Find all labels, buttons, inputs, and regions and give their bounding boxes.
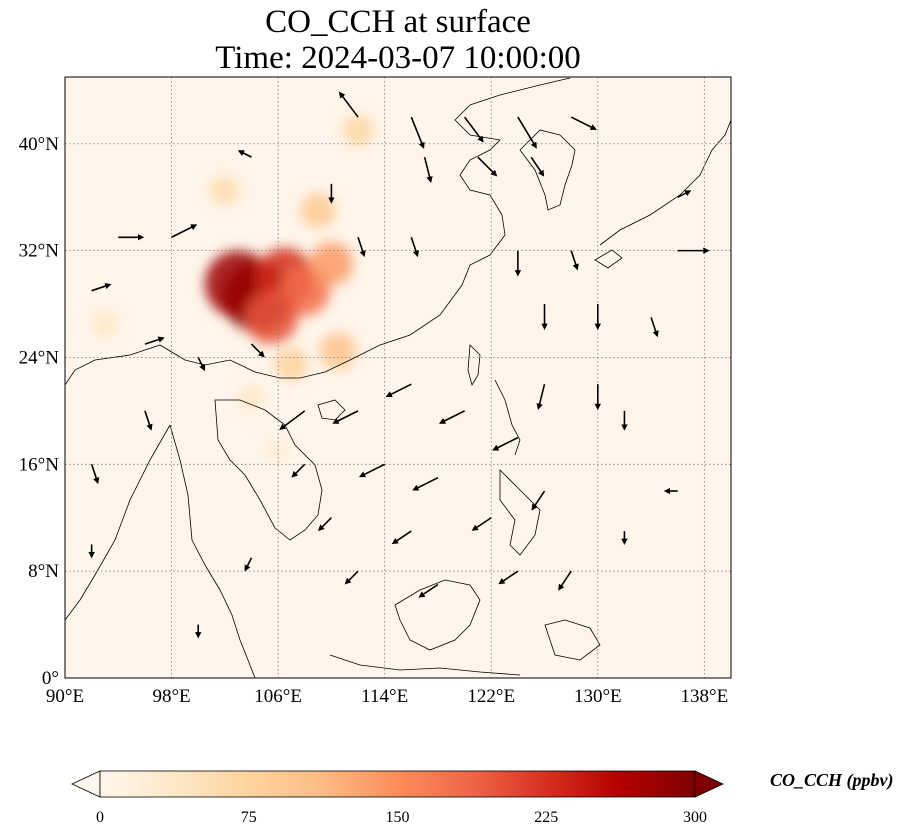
lon-axis: 90°E 98°E 106°E 114°E 122°E 130°E 138°E [46,686,728,707]
lat-tick-label: 40°N [19,134,60,155]
map-time: Time: 2024-03-07 10:00:00 [215,40,581,76]
map-background [65,77,731,678]
wind-arrow [237,150,252,158]
wind-arrow [291,463,306,478]
wind-arrow [332,410,359,424]
concentration-hotspot [274,347,309,381]
wind-arrow [570,116,597,130]
lat-tick-label: 8°N [28,561,59,582]
wind-arrow [144,336,165,345]
wind-arrow [558,570,572,591]
wind-arrow [471,517,492,531]
concentration-hotspot [342,114,374,147]
wind-arrow [357,237,366,258]
concentration-hotspot [266,438,291,464]
lat-axis: 0° 8°N 16°N 24°N 32°N 40°N [19,134,60,689]
lon-tick-label: 122°E [467,686,515,707]
lat-tick-label: 0° [42,668,59,689]
wind-arrow [438,410,465,424]
concentration-hotspot [319,332,357,370]
wind-arrow [492,436,519,451]
wind-arrow [536,383,546,411]
map-frame [64,76,732,679]
wind-arrow [498,570,519,585]
wind-arrow [517,116,537,149]
wind-arrow [250,343,265,358]
wind-arrow [144,410,153,431]
concentration-hotspot [309,242,354,286]
wind-arrow [279,410,306,431]
concentration-hotspot [209,175,240,206]
wind-arrow [358,463,386,478]
concentration-hotspot [300,193,336,229]
wind-arrow [90,464,100,485]
wind-arrow [418,583,439,598]
lon-tick-label: 98°E [152,686,190,707]
lon-tick-label: 138°E [681,686,729,707]
wind-arrow [318,517,332,532]
wind-arrow [650,317,659,338]
wind-arrow [91,283,112,292]
colorbar-tick-label: 75 [241,809,257,826]
concentration-hotspot [91,310,119,338]
wind-arrow [677,190,692,198]
wind-arrow [385,383,412,398]
wind-arrow [197,357,206,372]
colorbar-tick-label: 225 [534,809,558,826]
wind-arrow [531,490,546,511]
wind-arrow [171,224,198,238]
lon-tick-label: 106°E [254,686,302,707]
wind-arrow [410,237,419,258]
wind-arrow [410,116,425,149]
colorbar-label: CO_CCH (ppbv) [770,770,894,790]
wind-arrow [244,557,253,572]
lat-tick-label: 24°N [19,347,60,368]
lon-tick-label: 130°E [574,686,622,707]
wind-arrow [477,156,498,177]
lon-tick-label: 90°E [46,686,84,707]
lon-tick-label: 114°E [361,686,408,707]
colorbar-tick-label: 150 [386,809,410,826]
wind-vectors [88,91,710,639]
colorbar-tick-label: 0 [96,809,104,826]
colorbar-tick-label: 300 [683,809,707,826]
wind-arrow [530,156,545,177]
map-title: CO_CCH at surface [265,4,531,40]
concentration-hotspot [244,290,299,345]
colorbar-gradient [99,770,696,798]
lat-tick-label: 16°N [19,454,60,475]
wind-arrow [391,530,412,545]
concentration-hotspot [238,384,265,411]
wind-arrow [338,91,359,118]
wind-arrow [570,250,579,271]
wind-arrow [423,156,433,183]
wind-arrow [412,476,439,491]
wind-arrow [463,116,484,143]
colorbar: 0 75 150 225 300 [71,770,724,826]
colorbar-extend-max [694,770,724,798]
wind-arrow [344,570,359,585]
lat-tick-label: 32°N [19,241,60,262]
colorbar-extend-min [71,770,101,798]
concentration-field [91,114,374,464]
